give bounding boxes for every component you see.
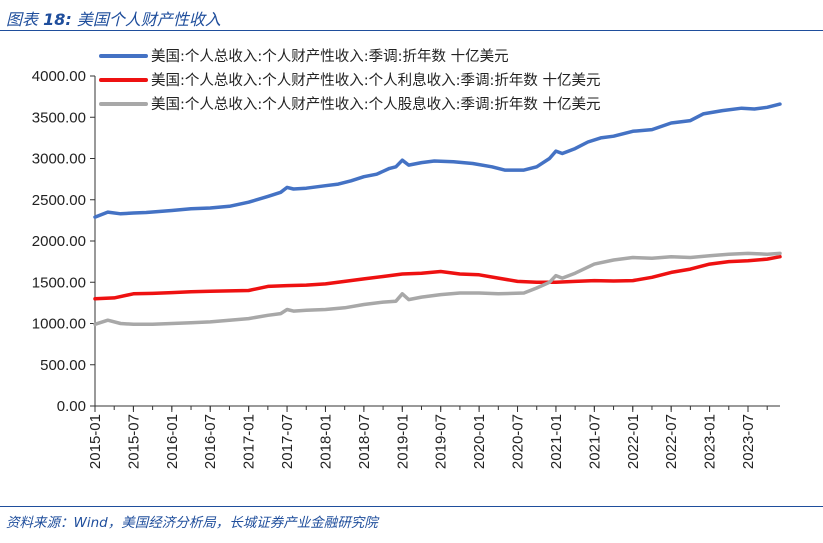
source-note: 资料来源：Wind，美国经济分析局，长城证券产业金融研究院 xyxy=(6,515,378,531)
header-divider xyxy=(0,30,823,31)
x-tick-label: 2021-01 xyxy=(548,414,565,469)
line-chart: 0.00 500.00 1000.00 1500.00 2000.00 2500.00 30… xyxy=(32,48,782,469)
chart-title: 图表 18: 美国个人财产性收入 xyxy=(6,6,221,30)
chart-axes: 0.00 500.00 1000.00 1500.00 2000.00 2500.00 30… xyxy=(32,68,780,469)
y-tick-label: 3000.00 xyxy=(32,151,86,168)
series-line-2 xyxy=(93,254,782,301)
x-tick-label: 2015-07 xyxy=(125,414,142,469)
y-tick-label: 1000.00 xyxy=(32,316,86,333)
x-tick-label: 2020-01 xyxy=(471,414,488,469)
legend-label-2: 美国:个人总收入:个人财产性收入:个人利息收入:季调:折年数 十亿美元 xyxy=(151,72,601,89)
x-tick-label: 2018-07 xyxy=(356,414,373,469)
y-tick-label: 4000.00 xyxy=(32,68,86,85)
y-tick-label: 0.00 xyxy=(57,398,86,415)
x-tick-label: 2023-01 xyxy=(702,414,719,469)
x-tick-label: 2022-07 xyxy=(663,414,680,469)
x-tick-label: 2016-07 xyxy=(202,414,219,469)
series-line-1 xyxy=(93,102,782,219)
x-tick-label: 2019-01 xyxy=(394,414,411,469)
x-tick-label: 2020-07 xyxy=(510,414,527,469)
legend-label-3: 美国:个人总收入:个人财产性收入:个人股息收入:季调:折年数 十亿美元 xyxy=(151,96,601,113)
y-tick-label: 2000.00 xyxy=(32,233,86,250)
x-tick-label: 2022-01 xyxy=(625,414,642,469)
title-number: 18: xyxy=(43,10,72,29)
chart-series xyxy=(93,102,782,327)
y-tick-label: 2500.00 xyxy=(32,192,86,209)
x-tick-label: 2019-07 xyxy=(433,414,450,469)
y-tick-label: 500.00 xyxy=(40,357,86,374)
title-text: 美国个人财产性收入 xyxy=(76,10,221,29)
series-line-3 xyxy=(93,251,782,327)
x-tick-label: 2023-07 xyxy=(740,414,757,469)
x-tick-label: 2016-01 xyxy=(164,414,181,469)
x-tick-label: 2017-01 xyxy=(241,414,258,469)
x-tick-label: 2021-07 xyxy=(586,414,603,469)
x-tick-label: 2017-07 xyxy=(279,414,296,469)
x-tick-label: 2018-01 xyxy=(317,414,334,469)
x-tick-label: 2015-01 xyxy=(87,414,104,469)
footer-divider xyxy=(0,506,823,507)
y-tick-label: 3500.00 xyxy=(32,109,86,126)
y-tick-label: 1500.00 xyxy=(32,274,86,291)
legend-label-1: 美国:个人总收入:个人财产性收入:季调:折年数 十亿美元 xyxy=(151,48,509,65)
title-prefix: 图表 xyxy=(6,10,39,29)
chart-legend: 美国:个人总收入:个人财产性收入:季调:折年数 十亿美元美国:个人总收入:个人财… xyxy=(99,48,601,113)
